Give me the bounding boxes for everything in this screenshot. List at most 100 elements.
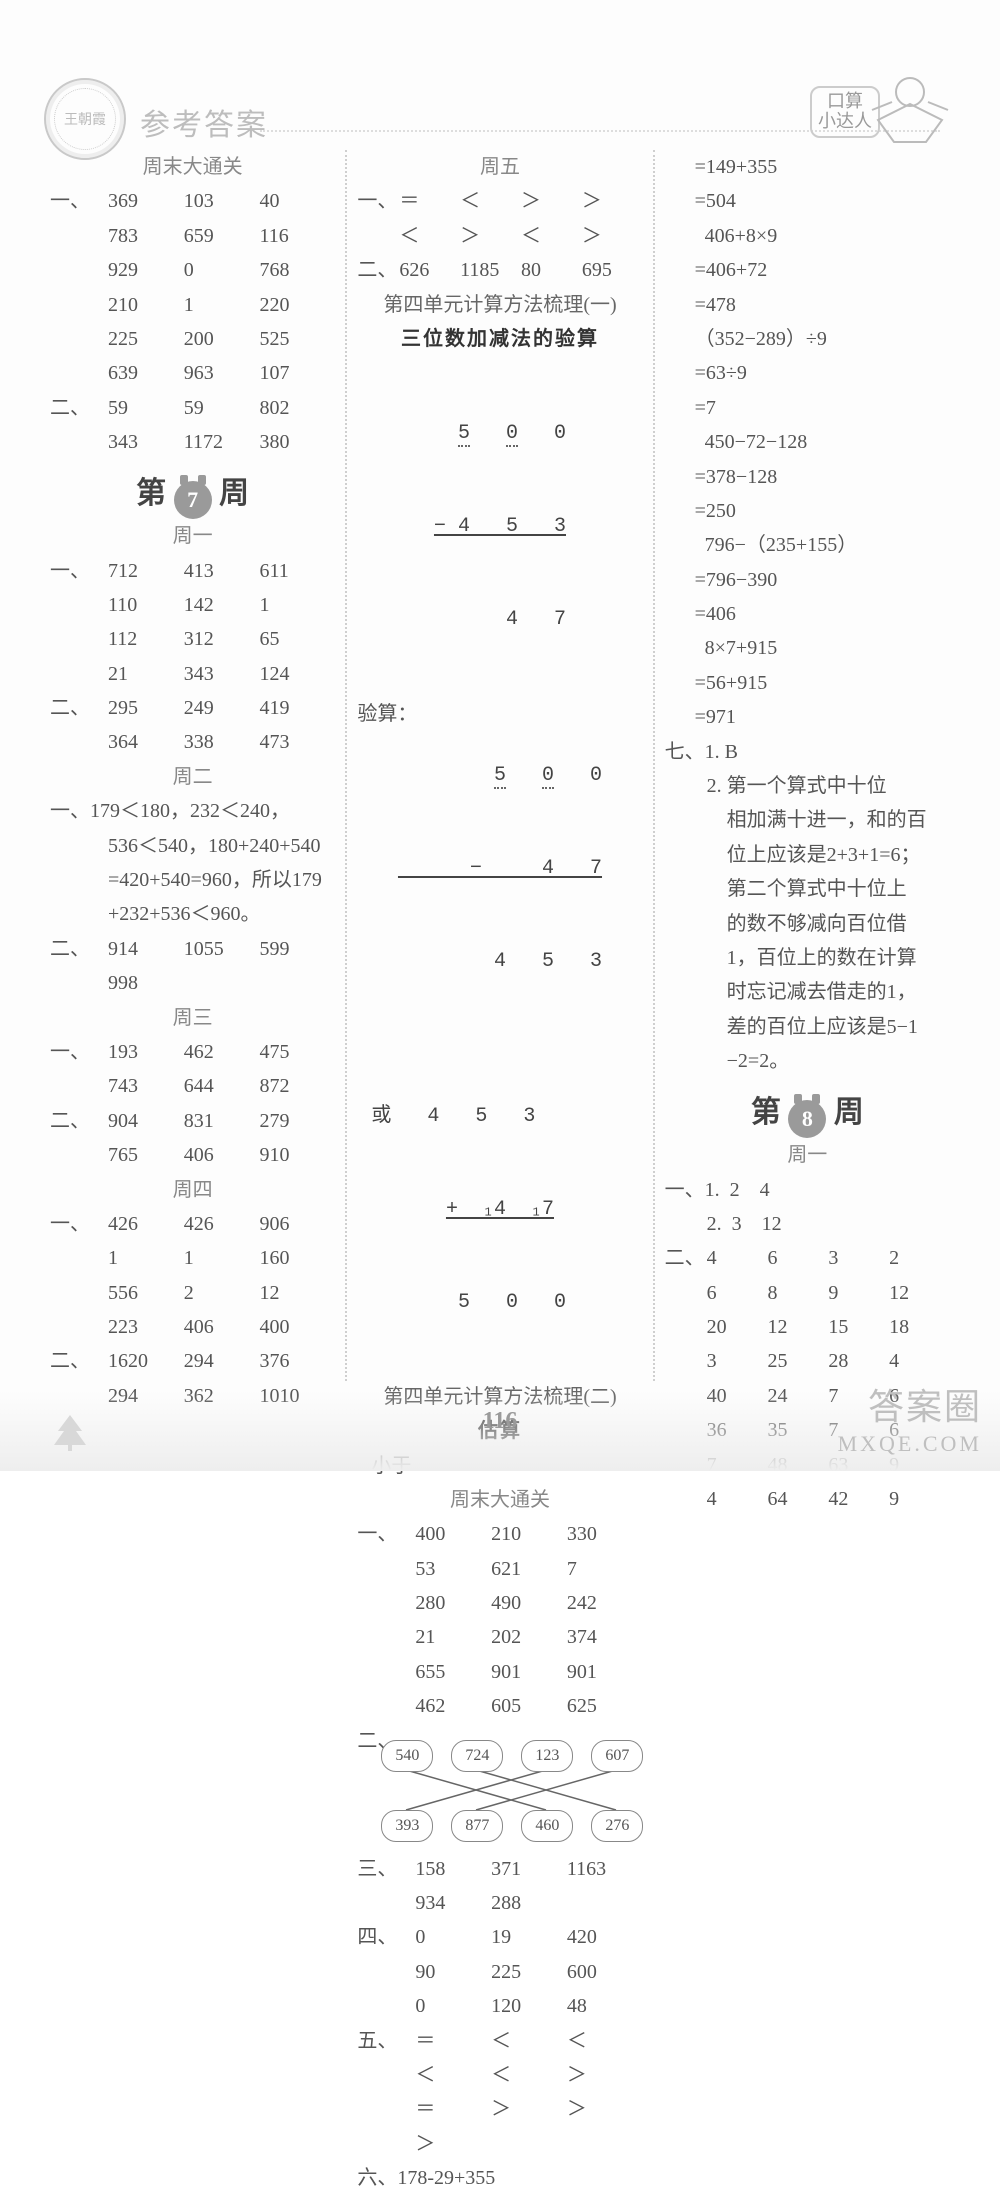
column-3: =149+355=504 406+8×9=406+72=478（352−289）… — [653, 150, 960, 1381]
calc-line: =406 — [695, 597, 950, 631]
zhou2-title: 周二 — [50, 760, 335, 794]
col3-yi2: 2. 3 12 — [665, 1207, 950, 1241]
zhou3-title: 周三 — [50, 1001, 335, 1035]
matching-diagram: 540724123607393877460276 — [361, 1730, 638, 1850]
table-row: 11160 — [50, 1241, 335, 1275]
weekend-title: 周末大通关 — [50, 150, 335, 184]
table-row: 655901901 — [357, 1655, 642, 1689]
table-row: 280490242 — [357, 1586, 642, 1620]
yi1-label: 一、1. — [665, 1179, 720, 1201]
explain-line: 相加满十进一，和的百 — [727, 803, 950, 837]
calc1-l1: 5 0 0 — [357, 418, 642, 449]
diagram-node: 460 — [521, 1810, 573, 1842]
calc2-l3: 4 5 3 — [357, 946, 642, 977]
calc-line: =406+72 — [695, 253, 950, 287]
diagram-node: 393 — [381, 1810, 433, 1842]
zhou5-er: 二、626118580695 — [357, 253, 642, 287]
verify-text: 验算： — [357, 703, 417, 725]
seal-text: 王朝霞 — [64, 109, 106, 129]
table-row: 364338473 — [50, 725, 335, 759]
mascot-icon — [868, 70, 952, 156]
table-row: 998 — [50, 966, 335, 1000]
calc-line: 450−72−128 — [695, 425, 950, 459]
diagram-node: 276 — [591, 1810, 643, 1842]
table-row: 3431172380 — [50, 425, 335, 459]
zhou1-grid: 一、71241361111014211123126521343124二、2952… — [50, 554, 335, 760]
badge-line1: 口算 — [818, 92, 872, 112]
table-row: ＜＜＞ — [357, 2058, 642, 2092]
col2-wu-grid: 五、＝＜＜＜＜＞＝＞＞＞ — [357, 2024, 642, 2162]
table-row: 二、4632 — [665, 1241, 950, 1275]
col2-weekend-grid: 一、40021033053621728049024221202374655901… — [357, 1517, 642, 1723]
col2-weekend-title: 周末大通关 — [357, 1483, 642, 1517]
calc-line: =796−390 — [695, 563, 950, 597]
table-row: 012048 — [357, 1989, 642, 2023]
calc3-l3: 5 0 0 — [357, 1287, 642, 1318]
table-row: 90225600 — [357, 1955, 642, 1989]
week-8-title: 第 8 周 — [665, 1087, 950, 1139]
columns: 周末大通关 一、36910340783659116929076821012202… — [40, 150, 960, 1381]
zhou2-line3: =420+540=960，所以179 — [50, 863, 335, 897]
zhou2-line4: +232+536＜960。 — [50, 897, 335, 931]
watermark: 答案圈 MXQE.COM — [838, 1384, 982, 1459]
calc-block-1: 5 0 0 − 4 5 3 4 7 — [357, 356, 642, 697]
table-row: 二、5959802 — [50, 391, 335, 425]
diagram-node: 123 — [521, 1740, 573, 1772]
table-row: 一、36910340 — [50, 184, 335, 218]
diagram-node: 877 — [451, 1810, 503, 1842]
wm-line1: 答案圈 — [838, 1384, 982, 1431]
diagram-node: 540 — [381, 1740, 433, 1772]
col3-er-grid: 二、46326891220121518325284402476363576748… — [665, 1241, 950, 1516]
calc-block-2: 5 0 0 − 4 7 4 5 3 — [357, 698, 642, 1039]
table-row: 462605625 — [357, 1689, 642, 1723]
table-row: 325284 — [665, 1344, 950, 1378]
table-row: 一、＝＜＞＞ — [357, 184, 642, 218]
zhou4-grid: 一、42642690611160556212223406400二、1620294… — [50, 1207, 335, 1413]
table-row: 743644872 — [50, 1069, 335, 1103]
explain-line: 第二个算式中十位上 — [727, 872, 950, 906]
col2-liu: 六、178-29+355 — [357, 2161, 642, 2195]
explain-line: 差的百位上应该是5−1 — [727, 1010, 950, 1044]
week-7-title: 第 7 周 — [50, 468, 335, 520]
table-row: 20121518 — [665, 1310, 950, 1344]
zhou5-yi-grid: 一、＝＜＞＞＜＞＜＞ — [357, 184, 642, 253]
explain-line: 的数不够减向百位借 — [727, 907, 950, 941]
calc-line: =971 — [695, 700, 950, 734]
diagram-node: 724 — [451, 1740, 503, 1772]
calc-line: 8×7+915 — [695, 631, 950, 665]
week8-pre: 第 — [751, 1096, 781, 1129]
calc-line: =250 — [695, 494, 950, 528]
week7-num: 7 — [174, 481, 212, 519]
table-row: 三、1583711163 — [357, 1852, 642, 1886]
table-row: 639963107 — [50, 356, 335, 390]
table-row: 一、400210330 — [357, 1517, 642, 1551]
yi2-b: 12 — [762, 1213, 782, 1235]
week8-num: 8 — [788, 1100, 826, 1138]
zhou2-er-grid: 二、9141055599998 — [50, 932, 335, 1001]
table-row: 765406910 — [50, 1138, 335, 1172]
explain-line: 1，百位上的数在计算 — [727, 941, 950, 975]
table-row: 556212 — [50, 1276, 335, 1310]
calc3-or: 或 4 5 3 — [357, 1101, 642, 1132]
week7-pre: 第 — [136, 477, 166, 510]
column-1: 周末大通关 一、36910340783659116929076821012202… — [40, 150, 345, 1381]
col3-calc-lines: =149+355=504 406+8×9=406+72=478（352−289）… — [665, 150, 950, 735]
calc-block-3: 或 4 5 3 + ₁4 ₁7 5 0 0 — [357, 1039, 642, 1380]
table-row: ＞ — [357, 2127, 642, 2161]
header: 王朝霞 参考答案 口算 小达人 — [0, 40, 1000, 130]
calc2-l2: − 4 7 — [357, 853, 642, 884]
calc-line: =63÷9 — [695, 356, 950, 390]
explain-line: 时忘记减去借走的1， — [727, 975, 950, 1009]
column-2: 周五 一、＝＜＞＞＜＞＜＞ 二、626118580695 第四单元计算方法梳理(… — [345, 150, 652, 1381]
table-row: 1101421 — [50, 588, 335, 622]
col2-san-grid: 三、1583711163934288 — [357, 1852, 642, 1921]
zhou2-line1: 一、179＜180，232＜240， — [50, 794, 335, 828]
table-row: 21202374 — [357, 1620, 642, 1654]
zhou5-title: 周五 — [357, 150, 642, 184]
table-row: 四、019420 — [357, 1920, 642, 1954]
table-row: 2101220 — [50, 288, 335, 322]
qi2-lead-text: 2. 第一个算式中十位 — [707, 775, 887, 797]
table-row: 二、904831279 — [50, 1104, 335, 1138]
col3-zhou1: 周一 — [665, 1138, 950, 1172]
table-row: 536217 — [357, 1552, 642, 1586]
